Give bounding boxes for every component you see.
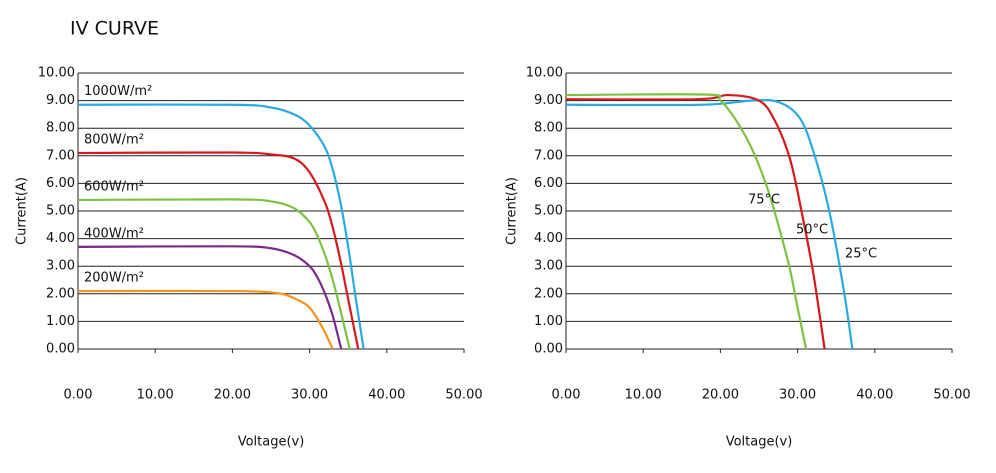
line-series [565, 93, 808, 350]
series-label: 200W/m² [84, 271, 144, 286]
line-series [565, 98, 854, 350]
y-tick-label: 4.00 [534, 231, 563, 246]
y-tick-label: 6.00 [534, 176, 563, 191]
y-tick-label: 7.00 [534, 148, 563, 163]
x-axis-title: Voltage(v) [726, 435, 793, 450]
line-series [77, 198, 351, 350]
line-series [77, 245, 343, 350]
y-tick-label: 3.00 [534, 259, 563, 274]
x-tick-label: 40.00 [368, 388, 405, 403]
y-tick-label: 6.00 [46, 176, 75, 191]
x-tick-label: 0.00 [64, 388, 93, 403]
y-tick-label: 0.00 [46, 342, 75, 357]
y-tick-label: 1.00 [534, 314, 563, 329]
line-series [565, 93, 826, 350]
y-tick-label: 0.00 [534, 342, 563, 357]
x-tick-label: 30.00 [291, 388, 328, 403]
y-tick-label: 10.00 [526, 66, 563, 81]
line-series [77, 289, 334, 350]
series-label: 1000W/m² [84, 84, 152, 99]
y-tick-label: 5.00 [534, 204, 563, 219]
x-tick-label: 50.00 [933, 388, 970, 403]
line-series [77, 103, 365, 350]
series-label: 75°C [748, 193, 780, 208]
x-tick-label: 40.00 [856, 388, 893, 403]
series-label: 600W/m² [84, 179, 144, 194]
y-tick-label: 2.00 [534, 286, 563, 301]
x-tick-label: 0.00 [552, 388, 581, 403]
y-tick-label: 4.00 [46, 231, 75, 246]
y-tick-label: 9.00 [46, 93, 75, 108]
series-label: 800W/m² [84, 133, 144, 148]
y-tick-label: 8.00 [534, 121, 563, 136]
y-axis-title: Current(A) [505, 177, 520, 245]
y-tick-label: 9.00 [534, 93, 563, 108]
y-tick-label: 10.00 [38, 66, 75, 81]
x-tick-label: 20.00 [702, 388, 739, 403]
x-tick-label: 30.00 [779, 388, 816, 403]
y-tick-label: 1.00 [46, 314, 75, 329]
y-tick-label: 8.00 [46, 121, 75, 136]
series-label: 50°C [796, 223, 828, 238]
x-tick-label: 10.00 [137, 388, 174, 403]
series-label: 400W/m² [84, 226, 144, 241]
y-tick-label: 5.00 [46, 204, 75, 219]
series-label: 25°C [845, 247, 877, 262]
x-tick-label: 50.00 [445, 388, 482, 403]
y-tick-label: 2.00 [46, 286, 75, 301]
y-tick-label: 3.00 [46, 259, 75, 274]
y-tick-label: 7.00 [46, 148, 75, 163]
x-tick-label: 20.00 [214, 388, 251, 403]
x-tick-label: 10.00 [625, 388, 662, 403]
line-series [77, 151, 360, 350]
x-axis-title: Voltage(v) [238, 435, 305, 450]
page-title: IV CURVE [70, 18, 159, 40]
y-axis-title: Current(A) [15, 177, 30, 245]
